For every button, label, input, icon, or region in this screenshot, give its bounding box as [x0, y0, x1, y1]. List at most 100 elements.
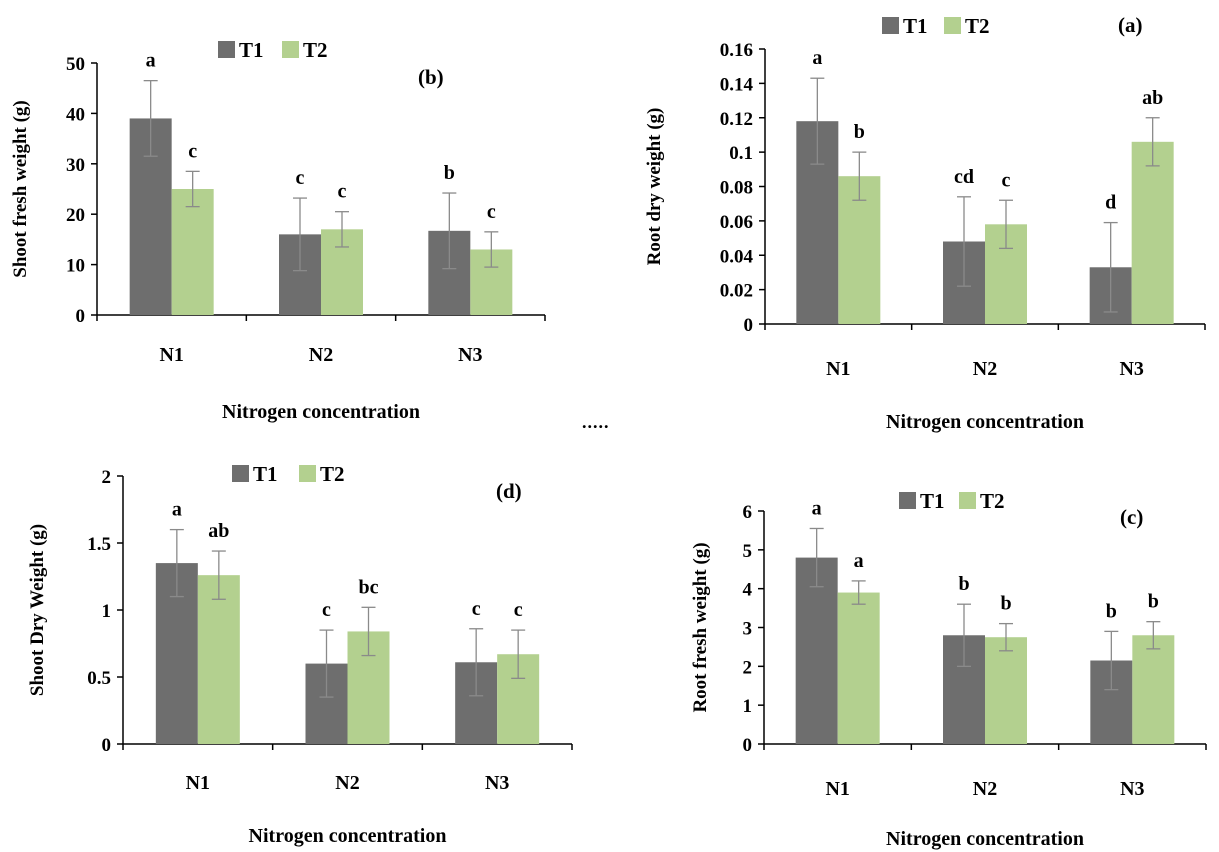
significance-letter: ab	[1142, 87, 1163, 109]
y-tick-label: 1.5	[87, 534, 111, 555]
significance-letter: a	[812, 47, 822, 69]
bar-t2-n3	[1132, 635, 1175, 744]
bar-t2-n2	[985, 637, 1027, 744]
significance-letter: c	[487, 201, 496, 223]
panel-label: (d)	[496, 479, 522, 503]
legend-label-t2: T2	[320, 462, 345, 486]
y-tick-label: 5	[743, 541, 753, 562]
significance-letter: c	[322, 599, 331, 621]
legend-swatch-t1	[232, 465, 249, 482]
y-tick-label: 0.06	[720, 212, 753, 233]
legend-label-t1: T1	[253, 462, 278, 486]
y-axis-title: Shoot fresh weight (g)	[10, 100, 31, 278]
significance-letter: a	[854, 550, 864, 572]
significance-letter: b	[1148, 591, 1159, 613]
legend-swatch-t1	[218, 41, 235, 58]
legend-label-t1: T1	[920, 489, 945, 513]
bar-t2-n3	[1131, 141, 1174, 324]
y-tick-label: 0.5	[87, 668, 111, 689]
significance-letter: ab	[208, 520, 229, 542]
y-axis-title: Shoot Dry Weight (g)	[27, 524, 48, 696]
y-tick-label: 30	[66, 155, 85, 176]
significance-letter: a	[146, 50, 156, 72]
panel-label: (b)	[418, 65, 444, 89]
y-tick-label: 0	[743, 735, 753, 756]
x-tick-label: N1	[825, 778, 849, 800]
y-tick-label: 0.12	[720, 109, 753, 130]
legend-swatch-t1	[899, 492, 916, 509]
significance-letter: c	[1002, 169, 1011, 191]
significance-letter: a	[172, 499, 182, 521]
x-tick-label: N1	[186, 772, 210, 794]
bar-t2-n1	[171, 189, 214, 315]
x-tick-label: N1	[159, 344, 183, 366]
y-tick-label: 40	[66, 104, 85, 125]
x-tick-label: N3	[1120, 778, 1144, 800]
y-tick-label: 10	[66, 256, 85, 277]
legend-swatch-t2	[944, 17, 961, 34]
y-tick-label: 2	[102, 467, 112, 488]
legend-label-t1: T1	[903, 14, 928, 38]
separator-dots: .....	[582, 412, 610, 432]
significance-letter: d	[1105, 192, 1116, 214]
y-axis-title: Root dry weight (g)	[644, 108, 665, 266]
chart-panel-a: 0 0.02 0.04 0.06 0.08 0.1 0.12 0.14 0.16 N1 N2 N3 a c…	[644, 13, 1206, 433]
legend-label-t2: T2	[965, 14, 990, 38]
significance-letter: c	[338, 181, 347, 203]
y-tick-label: 0.04	[720, 246, 754, 267]
legend-label-t2: T2	[980, 489, 1005, 513]
y-tick-label: 0.1	[729, 143, 753, 164]
significance-letter: b	[958, 573, 969, 595]
significance-letter: bc	[359, 576, 379, 598]
y-tick-label: 3	[743, 619, 753, 640]
significance-letter: b	[854, 121, 865, 143]
x-axis-title: Nitrogen concentration	[249, 825, 447, 847]
panel-label: (c)	[1120, 505, 1143, 529]
y-tick-label: 0	[76, 306, 86, 327]
y-tick-label: 0	[744, 315, 754, 336]
y-tick-label: 0.16	[720, 40, 753, 61]
y-tick-label: 0.08	[720, 178, 753, 199]
y-tick-label: 1	[743, 696, 753, 717]
x-tick-label: N3	[485, 772, 509, 794]
y-axis-title: Root fresh weight (g)	[690, 542, 711, 712]
x-tick-label: N1	[826, 358, 850, 380]
x-tick-label: N2	[973, 778, 997, 800]
significance-letter: c	[514, 599, 523, 621]
significance-letter: c	[188, 140, 197, 162]
significance-letter: b	[1106, 600, 1117, 622]
x-tick-label: N3	[1119, 358, 1143, 380]
y-tick-label: 1	[102, 601, 112, 622]
significance-letter: a	[812, 497, 822, 519]
significance-letter: b	[1000, 593, 1011, 615]
bar-t1-n1	[795, 557, 838, 744]
significance-letter: b	[444, 162, 455, 184]
bar-t2-n1	[197, 575, 240, 744]
chart-panel-c: 0 1 2 3 4 5 6 N1 N2 N3 a b b a b b T1 T2 (c) Root fresh wei…	[690, 489, 1207, 850]
y-tick-label: 20	[66, 205, 85, 226]
x-tick-label: N2	[335, 772, 359, 794]
x-tick-label: N3	[458, 344, 482, 366]
bar-t2-n1	[837, 592, 880, 744]
y-tick-label: 6	[743, 502, 753, 523]
chart-panel-d: 0 0.5 1 1.5 2 N1 N2 N3 a c c ab bc c T1 T2 (d) Shoot Dry …	[27, 462, 573, 847]
panel-label: (a)	[1118, 13, 1143, 37]
y-tick-label: 50	[66, 54, 85, 75]
legend-label-t1: T1	[239, 38, 264, 62]
y-tick-label: 2	[743, 657, 753, 678]
y-tick-label: 0	[102, 735, 112, 756]
x-tick-label: N2	[309, 344, 333, 366]
y-tick-label: 4	[743, 580, 753, 601]
x-axis-title: Nitrogen concentration	[886, 411, 1084, 433]
y-tick-label: 0.02	[720, 281, 753, 302]
legend-swatch-t1	[882, 17, 899, 34]
y-tick-label: 0.14	[720, 74, 754, 95]
significance-letter: c	[472, 598, 481, 620]
x-axis-title: Nitrogen concentration	[886, 828, 1084, 850]
legend-swatch-t2	[299, 465, 316, 482]
legend-swatch-t2	[959, 492, 976, 509]
x-tick-label: N2	[973, 358, 997, 380]
significance-letter: cd	[954, 166, 974, 188]
chart-panel-b: 0 10 20 30 40 50 N1 N2 N3 a c b c c c T1 T2 (b) Shoot fres…	[10, 38, 546, 423]
legend-label-t2: T2	[303, 38, 328, 62]
